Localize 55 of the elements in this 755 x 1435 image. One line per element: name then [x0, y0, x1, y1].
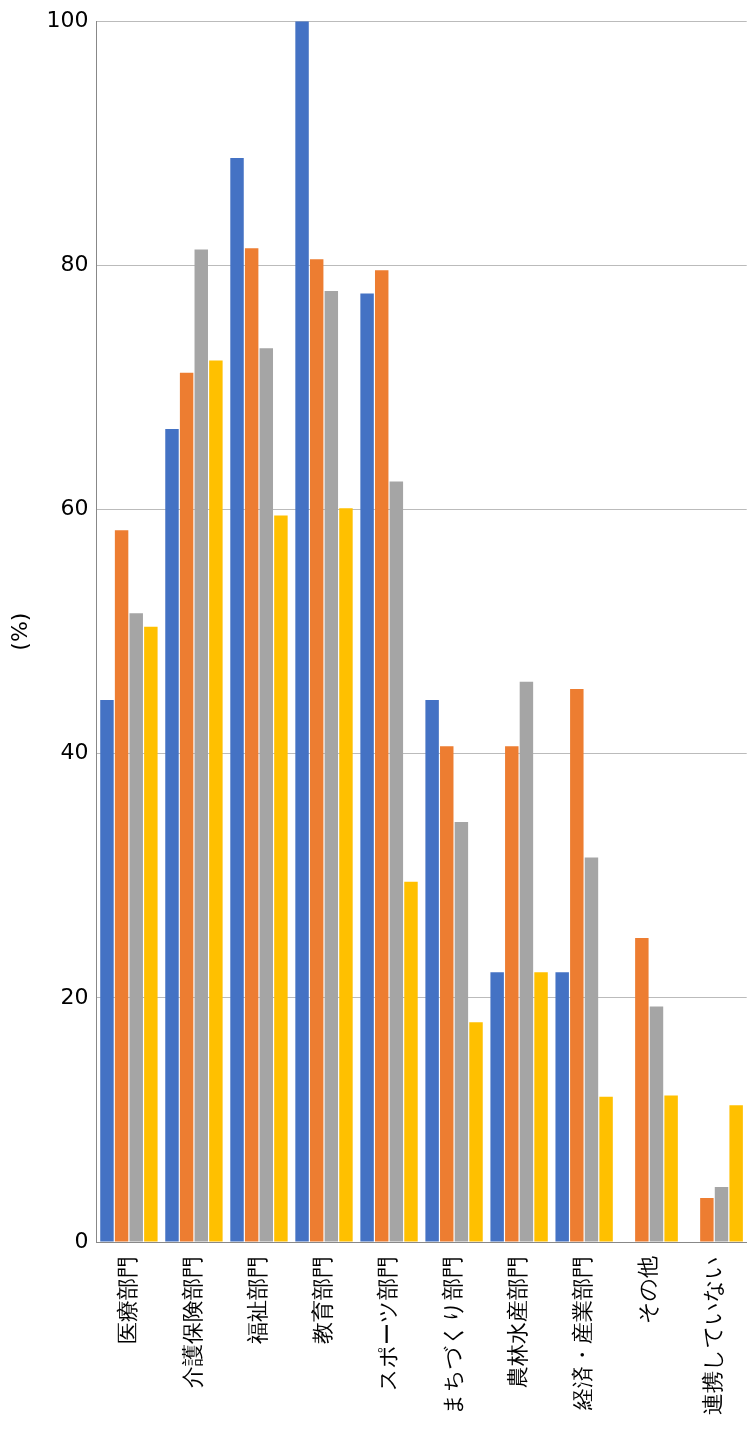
- bar: [664, 1095, 678, 1242]
- bar: [519, 681, 534, 1242]
- bar: [584, 857, 599, 1242]
- bar: [259, 348, 274, 1242]
- bar: [374, 270, 389, 1242]
- y-tick-label: 20: [60, 983, 89, 1009]
- bar: [454, 822, 469, 1242]
- bar: [700, 1198, 714, 1242]
- bar: [360, 293, 374, 1242]
- bar: [295, 21, 309, 1242]
- bar: [389, 481, 404, 1242]
- x-tick-label: 経済・産業部門: [569, 1256, 595, 1411]
- bar: [505, 746, 519, 1242]
- bar: [209, 360, 223, 1242]
- bar: [230, 157, 244, 1242]
- bar: [570, 688, 584, 1242]
- x-tick-label: 教育部門: [309, 1256, 335, 1344]
- y-tick-label: 40: [60, 739, 89, 765]
- bar: [599, 1096, 613, 1242]
- bar: [309, 259, 324, 1242]
- x-tick-label: 福祉部門: [244, 1256, 270, 1344]
- bar: [729, 1105, 743, 1242]
- x-tick-label: 介護保険部門: [179, 1256, 205, 1388]
- y-axis-title: (%): [6, 612, 32, 651]
- x-tick-label: 農林水産部門: [504, 1256, 530, 1388]
- y-tick-label: 80: [60, 251, 89, 277]
- bar: [635, 938, 649, 1242]
- bar: [165, 428, 179, 1242]
- y-tick-label: 100: [46, 6, 89, 32]
- x-tick-label: その他: [634, 1256, 660, 1324]
- bar: [404, 881, 418, 1242]
- bar: [179, 372, 194, 1242]
- bar: [339, 508, 353, 1242]
- bar: [714, 1187, 729, 1242]
- y-tick-label: 60: [60, 495, 89, 521]
- bar: [649, 1006, 664, 1242]
- x-tick-label: まちづくり部門: [439, 1256, 465, 1415]
- bar: [534, 972, 548, 1242]
- bar: [100, 699, 114, 1242]
- x-tick-label: 医療部門: [114, 1256, 140, 1344]
- bar: [440, 746, 454, 1242]
- bar: [324, 291, 339, 1242]
- x-tick-label: スポーツ部門: [374, 1256, 400, 1391]
- bar: [490, 972, 504, 1242]
- y-tick-label: 0: [74, 1227, 89, 1253]
- bar: [129, 613, 143, 1242]
- bar: [114, 530, 129, 1242]
- bar: [425, 699, 439, 1242]
- bar: [144, 626, 158, 1242]
- bar: [555, 972, 569, 1242]
- bar: [469, 1022, 483, 1242]
- bar: [194, 249, 208, 1242]
- bar: [244, 248, 259, 1242]
- x-tick-label: 連携していない: [699, 1256, 725, 1415]
- bar: [274, 515, 288, 1242]
